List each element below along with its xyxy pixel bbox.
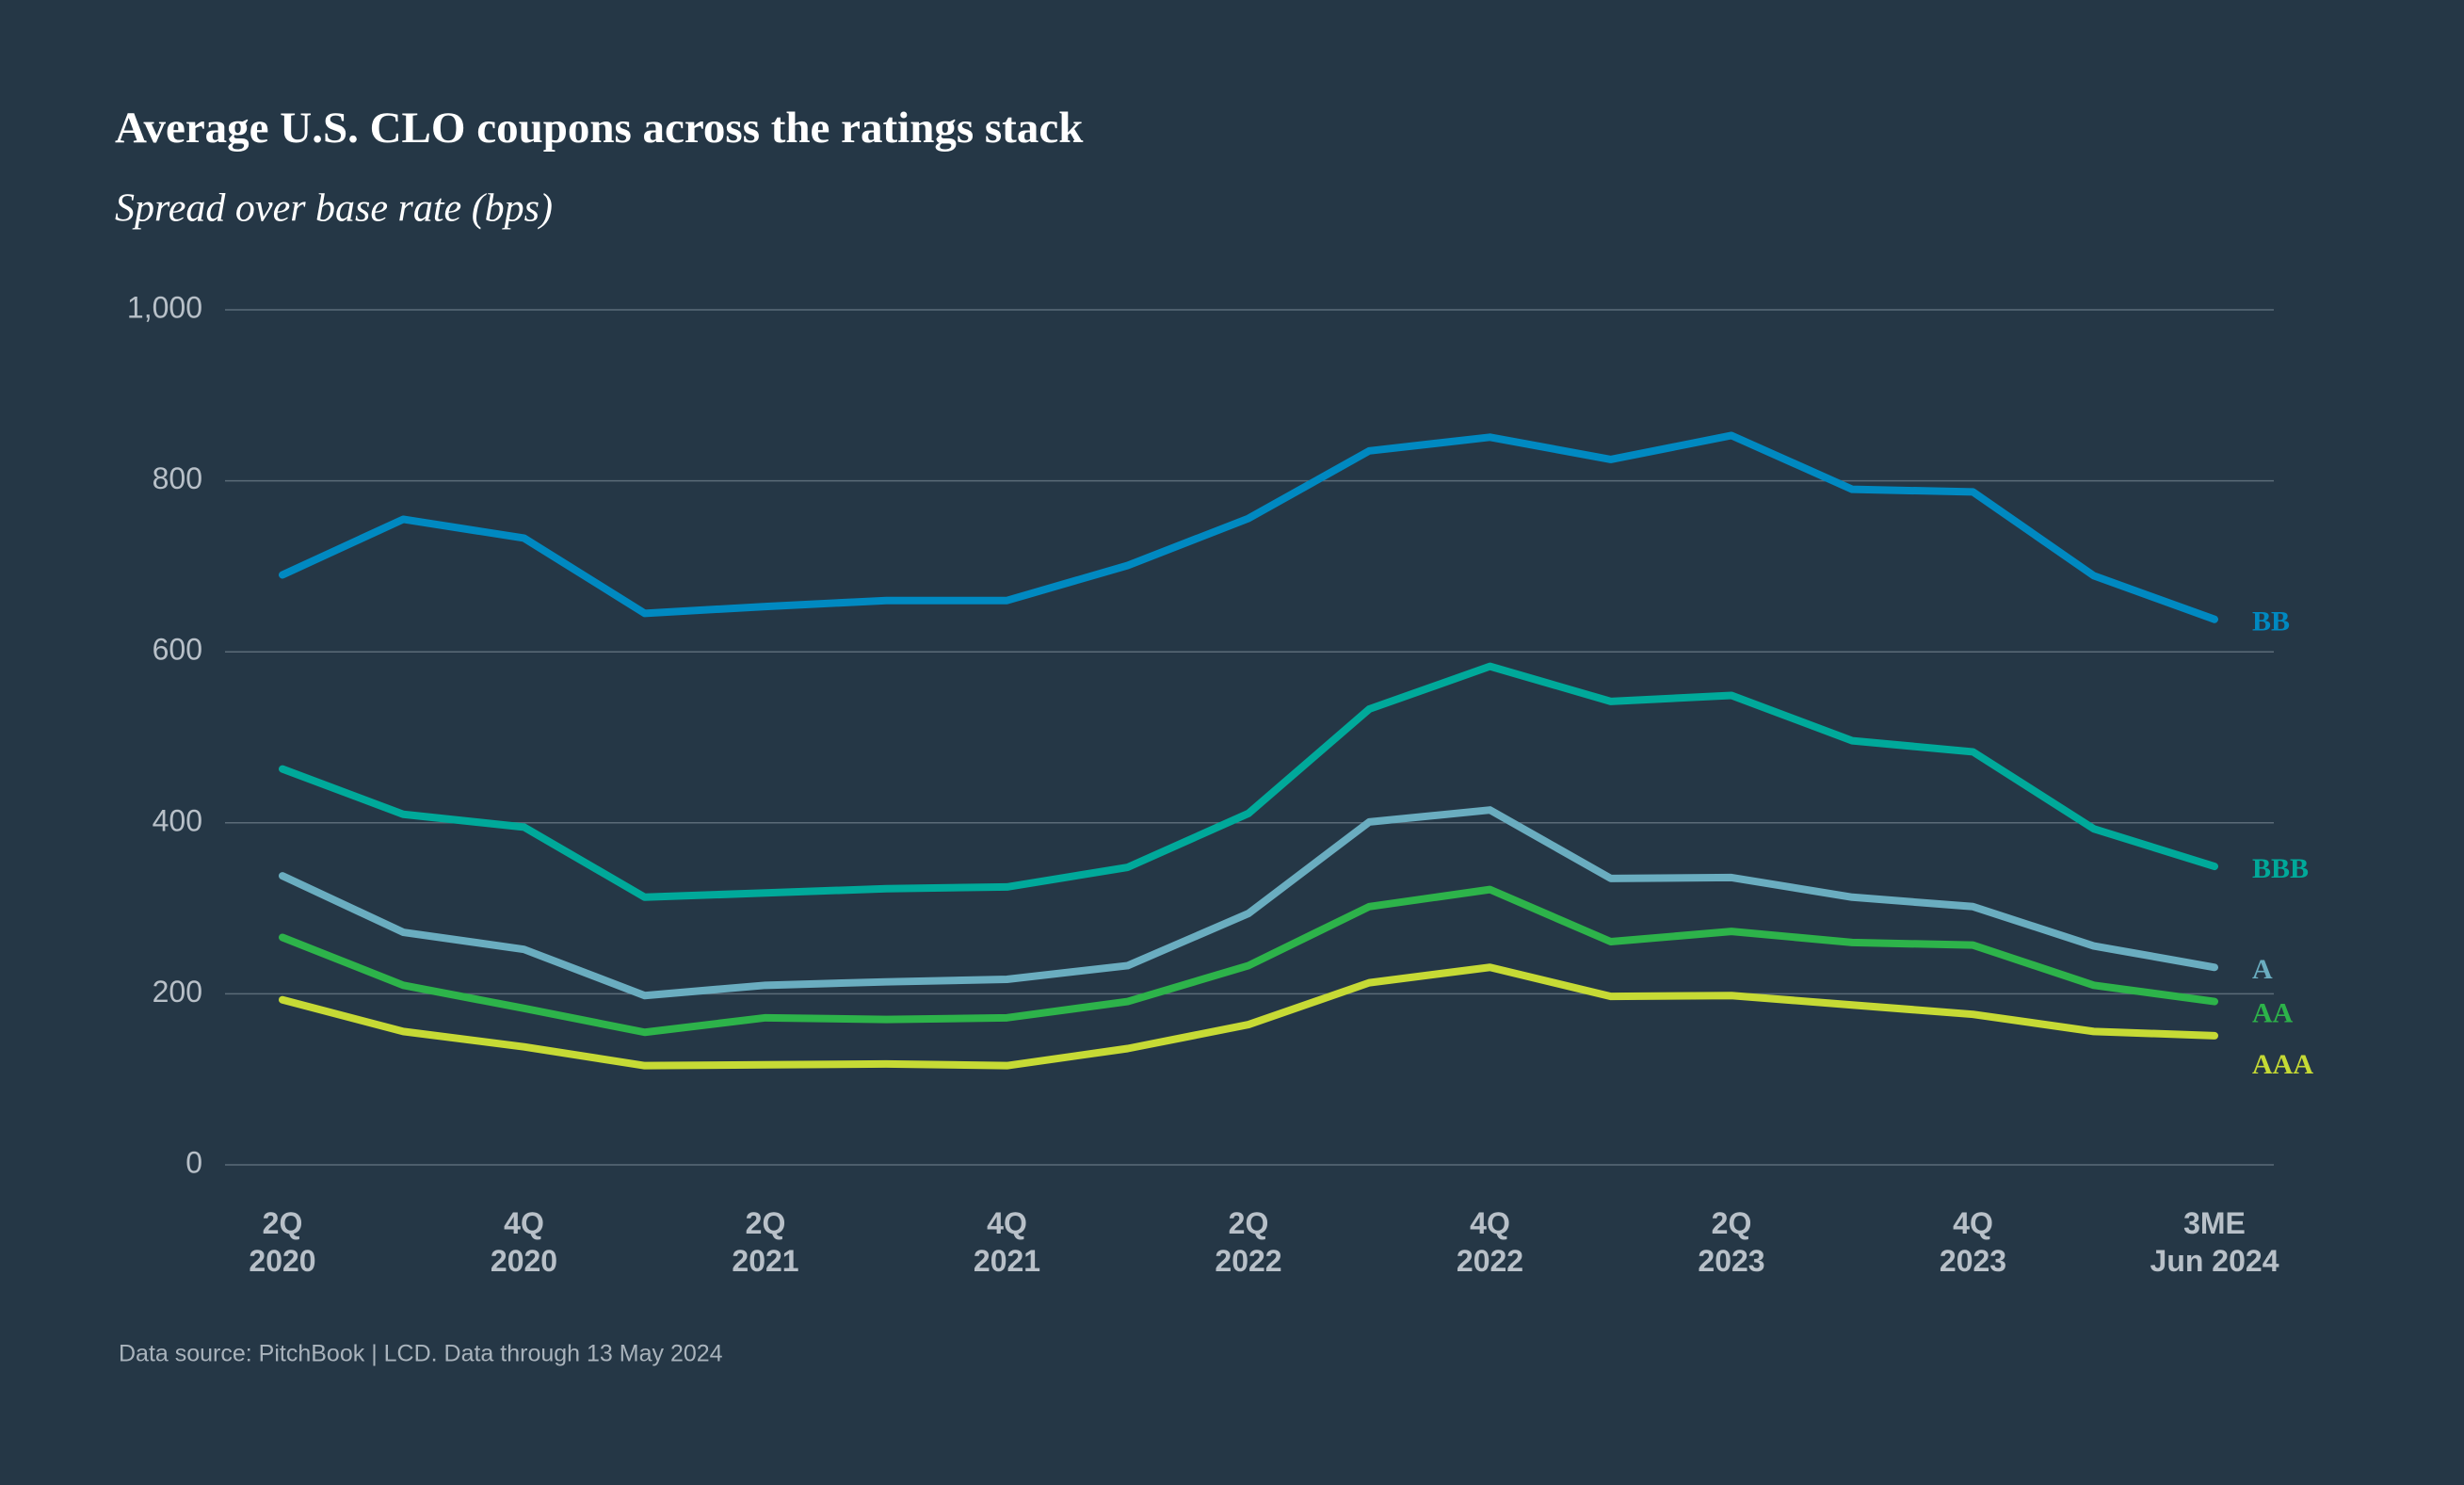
x-tick-label-line: 2020 [249, 1244, 315, 1278]
x-tick-label-line: 2023 [1940, 1244, 2006, 1278]
series-line [279, 431, 2218, 623]
x-tick-label-line: 4Q [504, 1206, 544, 1240]
x-tick-label-line: 2021 [732, 1244, 798, 1278]
series-label: BB [2252, 606, 2290, 638]
x-tick-label-line: 3ME [2183, 1206, 2246, 1240]
series-line [279, 806, 2218, 1000]
x-tick-label-line: 2022 [1215, 1244, 1281, 1278]
y-tick-label: 600 [153, 633, 202, 667]
x-tick-label-line: 2Q [746, 1206, 786, 1240]
x-tick-label-line: 4Q [1953, 1206, 1993, 1240]
x-tick-label: 4Q 2021 [974, 1206, 1040, 1278]
x-tick-label-line: 2020 [491, 1244, 557, 1278]
chart-title: Average U.S. CLO coupons across the rati… [115, 104, 1084, 153]
y-tick-label: 800 [153, 461, 202, 495]
x-tick-label-line: 2022 [1457, 1244, 1523, 1278]
x-tick-label: 4Q 2022 [1457, 1206, 1523, 1278]
y-tick-label: 200 [153, 975, 202, 1009]
x-tick-label-line: 2Q [263, 1206, 303, 1240]
y-tick-label: 400 [153, 803, 202, 837]
x-tick-label: 3ME Jun 2024 [2150, 1206, 2279, 1278]
series-label: A [2252, 954, 2273, 985]
chart-subtitle: Spread over base rate (bps) [115, 187, 553, 231]
y-tick-label: 0 [185, 1145, 202, 1179]
series-line [279, 963, 2218, 1070]
series-label: BBB [2252, 853, 2309, 884]
x-tick-label: 2Q 2020 [249, 1206, 315, 1278]
x-tick-label-line: Jun 2024 [2150, 1244, 2279, 1278]
series-label: AAA [2252, 1049, 2313, 1080]
x-tick-label: 2Q 2021 [732, 1206, 798, 1278]
x-tick-label: 4Q 2020 [491, 1206, 557, 1278]
series-label: AA [2252, 997, 2294, 1028]
x-tick-label-line: 4Q [987, 1206, 1027, 1240]
y-tick-label: 1,000 [127, 290, 202, 324]
x-tick-label-line: 2021 [974, 1244, 1040, 1278]
x-tick-label: 4Q 2023 [1940, 1206, 2006, 1278]
source-note: Data source: PitchBook | LCD. Data throu… [119, 1341, 723, 1367]
x-tick-label-line: 2Q [1229, 1206, 1269, 1240]
series-line [279, 662, 2218, 901]
series-line [279, 885, 2218, 1037]
x-tick-label-line: 2023 [1698, 1244, 1764, 1278]
x-tick-label-line: 2Q [1712, 1206, 1752, 1240]
x-tick-label: 2Q 2023 [1698, 1206, 1764, 1278]
x-tick-label-line: 4Q [1470, 1206, 1510, 1240]
x-tick-label: 2Q 2022 [1215, 1206, 1281, 1278]
